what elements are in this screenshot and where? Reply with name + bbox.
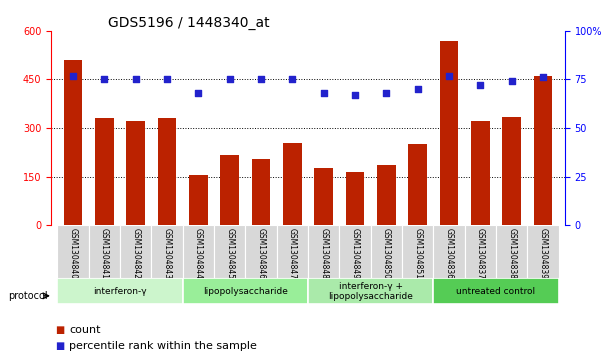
Bar [245,225,276,278]
Text: percentile rank within the sample: percentile rank within the sample [69,340,257,351]
Bar [183,225,214,278]
Point [319,90,329,96]
Bar [308,225,340,278]
Bar [157,118,177,225]
Bar [57,225,89,278]
Bar [402,225,433,278]
Text: GSM1304847: GSM1304847 [288,228,297,279]
Text: GSM1304851: GSM1304851 [413,228,422,279]
Point [413,86,423,92]
Bar [151,225,183,278]
Bar [57,278,183,304]
Point [287,77,297,82]
Text: count: count [69,325,100,335]
Bar [346,172,364,225]
Text: GSM1304840: GSM1304840 [69,228,78,279]
Bar [408,144,427,225]
Point [538,74,548,80]
Bar [527,225,559,278]
Text: GSM1304850: GSM1304850 [382,228,391,279]
Bar [126,122,145,225]
Point [256,77,266,82]
Bar [314,168,333,225]
Bar [534,76,552,225]
Point [350,92,360,98]
Bar [252,159,270,225]
Text: interferon-γ +
lipopolysaccharide: interferon-γ + lipopolysaccharide [328,282,413,301]
Text: GSM1304845: GSM1304845 [225,228,234,279]
Bar [183,278,308,304]
Bar [502,117,521,225]
Text: GDS5196 / 1448340_at: GDS5196 / 1448340_at [108,16,270,30]
Text: GSM1304841: GSM1304841 [100,228,109,279]
Bar [276,225,308,278]
Text: GSM1304844: GSM1304844 [194,228,203,279]
Text: ■: ■ [55,325,65,335]
Point [194,90,203,96]
Text: GSM1304848: GSM1304848 [319,228,328,279]
Bar [214,225,245,278]
Point [225,77,234,82]
Point [131,77,141,82]
Bar [465,225,496,278]
Bar [89,225,120,278]
Text: GSM1304836: GSM1304836 [445,228,454,279]
Text: GSM1304843: GSM1304843 [162,228,171,279]
Bar [433,225,465,278]
Point [382,90,391,96]
Bar [340,225,371,278]
Bar [377,165,395,225]
Text: lipopolysaccharide: lipopolysaccharide [203,287,288,296]
Text: protocol: protocol [8,291,47,301]
Text: GSM1304839: GSM1304839 [538,228,548,279]
Bar [496,225,527,278]
Bar [371,225,402,278]
Point [475,82,485,88]
Bar [120,225,151,278]
Bar [471,122,490,225]
Text: GSM1304846: GSM1304846 [257,228,266,279]
Point [68,73,78,78]
Text: GSM1304837: GSM1304837 [476,228,485,279]
Text: GSM1304842: GSM1304842 [131,228,140,279]
Bar [95,118,114,225]
Bar [308,278,433,304]
Text: interferon-γ: interferon-γ [93,287,147,296]
Point [444,73,454,78]
Text: ■: ■ [55,340,65,351]
Point [100,77,109,82]
Bar [221,155,239,225]
Text: GSM1304849: GSM1304849 [350,228,359,279]
Bar [189,175,208,225]
Text: GSM1304838: GSM1304838 [507,228,516,279]
Bar [64,60,82,225]
Text: untreated control: untreated control [456,287,535,296]
Bar [283,143,302,225]
Bar [433,278,559,304]
Point [507,78,516,84]
Point [162,77,172,82]
Bar [439,41,459,225]
